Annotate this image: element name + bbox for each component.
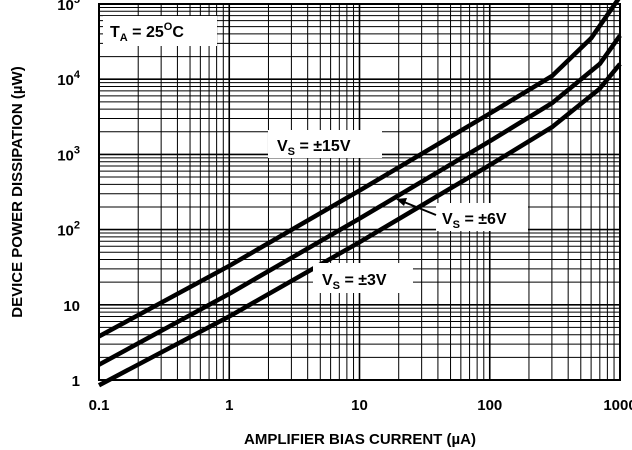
- condition-label: TA = 25OC: [110, 21, 184, 44]
- series-15v-label-box: [268, 130, 382, 158]
- x-tick-labels: 0.1 1 10 100 1000: [89, 397, 632, 414]
- x-tick-label: 1: [225, 397, 233, 414]
- series-3v-label: VS = ±3V: [322, 272, 387, 292]
- series-line-3: [97, 62, 622, 388]
- y-axis-label: DEVICE POWER DISSIPATION (µW): [9, 66, 26, 317]
- x-axis-label: AMPLIFIER BIAS CURRENT (µA): [244, 431, 476, 448]
- series-3v-label-box: [313, 263, 413, 293]
- series-15v-label: VS = ±15V: [277, 138, 351, 158]
- series-lines: [97, 0, 622, 388]
- series-line-1: [97, 0, 621, 339]
- y-tick-label: 102: [57, 220, 80, 240]
- y-tick-label: 105: [57, 0, 80, 14]
- x-tick-label: 100: [477, 397, 502, 414]
- x-tick-label: 10: [351, 397, 368, 414]
- y-tick-label: 103: [57, 144, 80, 164]
- x-tick-label: 0.1: [89, 397, 110, 414]
- plot-frame: [98, 3, 621, 381]
- series-6v-pointer: [403, 201, 437, 216]
- x-tick-label: 1000: [603, 397, 632, 414]
- series-6v-arrowhead: [396, 198, 407, 206]
- y-tick-label: 104: [57, 69, 81, 89]
- series-6v-label: VS = ±6V: [442, 211, 507, 231]
- series-6v-label-box: [436, 203, 528, 231]
- y-tick-labels: 1 10 102 103 104 105: [57, 0, 81, 390]
- y-tick-label: 1: [72, 373, 80, 390]
- condition-box: [103, 16, 217, 46]
- y-tick-label: 10: [63, 298, 80, 315]
- series-line-2: [97, 34, 622, 367]
